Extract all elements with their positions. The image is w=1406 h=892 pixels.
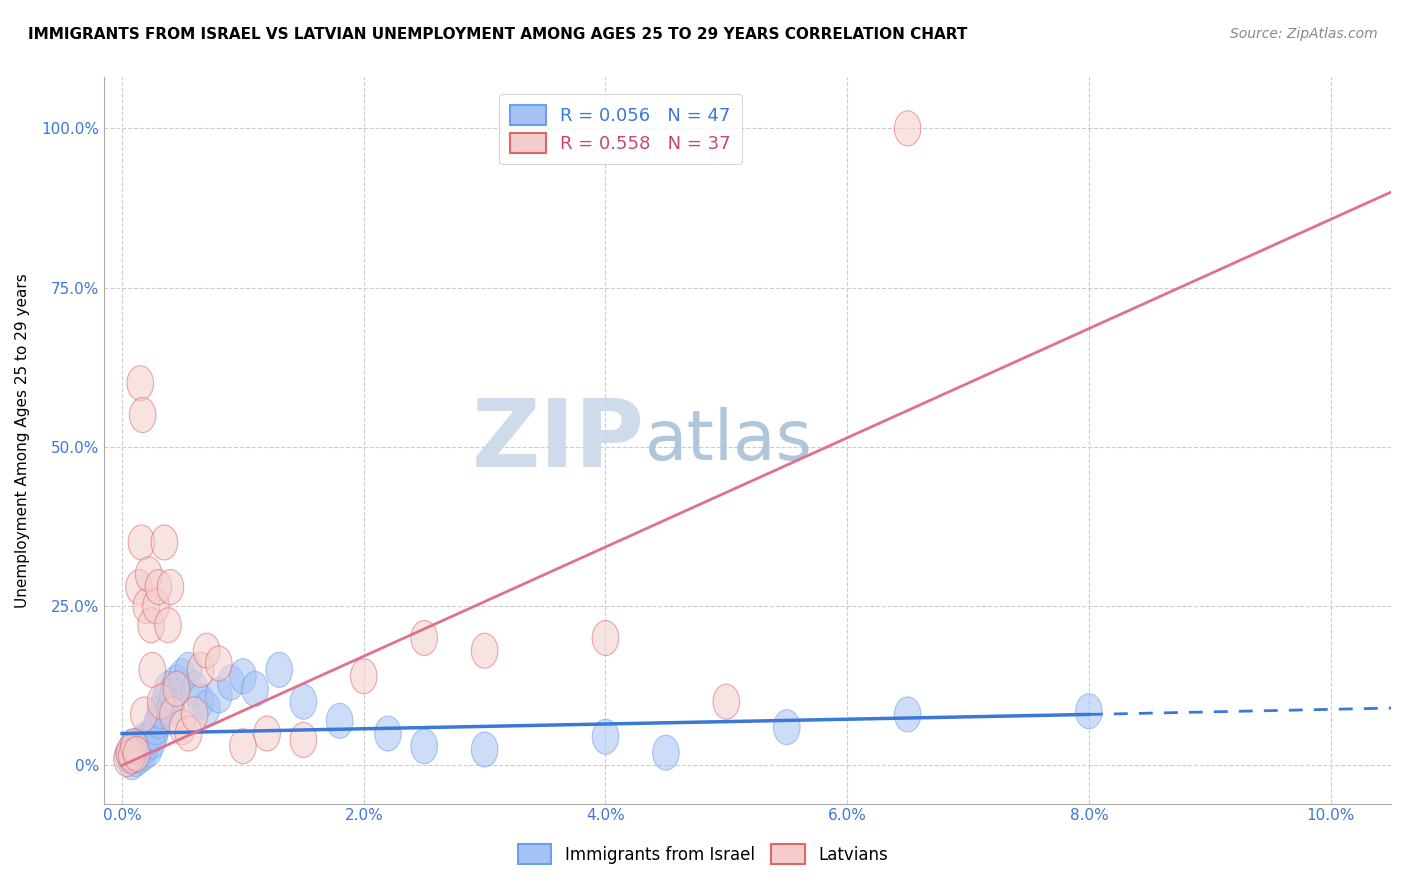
Ellipse shape	[138, 607, 165, 643]
Ellipse shape	[142, 716, 169, 751]
Ellipse shape	[117, 735, 142, 770]
Ellipse shape	[229, 729, 256, 764]
Ellipse shape	[132, 723, 159, 757]
Ellipse shape	[176, 652, 202, 688]
Ellipse shape	[326, 703, 353, 739]
Ellipse shape	[142, 589, 169, 624]
Y-axis label: Unemployment Among Ages 25 to 29 years: Unemployment Among Ages 25 to 29 years	[15, 273, 30, 608]
Ellipse shape	[125, 734, 150, 769]
Ellipse shape	[150, 684, 177, 719]
Ellipse shape	[139, 652, 166, 688]
Ellipse shape	[145, 569, 172, 605]
Ellipse shape	[118, 745, 145, 780]
Ellipse shape	[181, 672, 208, 706]
Ellipse shape	[205, 646, 232, 681]
Ellipse shape	[121, 732, 148, 767]
Legend: R = 0.056   N = 47, R = 0.558   N = 37: R = 0.056 N = 47, R = 0.558 N = 37	[499, 94, 742, 164]
Ellipse shape	[117, 735, 143, 770]
Ellipse shape	[134, 728, 159, 763]
Text: IMMIGRANTS FROM ISRAEL VS LATVIAN UNEMPLOYMENT AMONG AGES 25 TO 29 YEARS CORRELA: IMMIGRANTS FROM ISRAEL VS LATVIAN UNEMPL…	[28, 27, 967, 42]
Ellipse shape	[254, 716, 280, 751]
Ellipse shape	[131, 697, 157, 732]
Ellipse shape	[205, 678, 232, 713]
Ellipse shape	[229, 658, 256, 694]
Ellipse shape	[118, 739, 145, 773]
Ellipse shape	[131, 735, 157, 770]
Ellipse shape	[150, 524, 177, 560]
Text: atlas: atlas	[644, 407, 813, 474]
Ellipse shape	[124, 737, 150, 772]
Ellipse shape	[1076, 694, 1102, 729]
Ellipse shape	[592, 719, 619, 755]
Ellipse shape	[471, 732, 498, 767]
Ellipse shape	[122, 741, 149, 777]
Ellipse shape	[592, 621, 619, 656]
Ellipse shape	[124, 737, 150, 772]
Ellipse shape	[894, 697, 921, 732]
Ellipse shape	[114, 741, 141, 777]
Ellipse shape	[157, 690, 184, 725]
Ellipse shape	[187, 684, 214, 719]
Ellipse shape	[115, 739, 142, 773]
Legend: Immigrants from Israel, Latvians: Immigrants from Israel, Latvians	[512, 838, 894, 871]
Ellipse shape	[163, 665, 190, 700]
Ellipse shape	[129, 725, 156, 761]
Ellipse shape	[176, 716, 202, 751]
Ellipse shape	[411, 729, 437, 764]
Ellipse shape	[159, 697, 186, 732]
Ellipse shape	[266, 652, 292, 688]
Ellipse shape	[121, 729, 148, 764]
Ellipse shape	[155, 672, 181, 706]
Ellipse shape	[471, 633, 498, 668]
Ellipse shape	[125, 569, 152, 605]
Ellipse shape	[652, 735, 679, 770]
Ellipse shape	[148, 684, 174, 719]
Ellipse shape	[157, 569, 184, 605]
Ellipse shape	[713, 684, 740, 719]
Ellipse shape	[290, 684, 316, 719]
Ellipse shape	[169, 658, 195, 694]
Ellipse shape	[125, 729, 152, 764]
Ellipse shape	[120, 729, 146, 764]
Ellipse shape	[350, 658, 377, 694]
Ellipse shape	[155, 607, 181, 643]
Text: ZIP: ZIP	[471, 394, 644, 486]
Ellipse shape	[128, 730, 155, 765]
Ellipse shape	[218, 665, 245, 700]
Ellipse shape	[290, 723, 316, 757]
Ellipse shape	[129, 398, 156, 433]
Ellipse shape	[145, 703, 172, 739]
Ellipse shape	[135, 557, 162, 591]
Ellipse shape	[134, 589, 159, 624]
Ellipse shape	[242, 672, 269, 706]
Ellipse shape	[187, 652, 214, 688]
Ellipse shape	[163, 672, 190, 706]
Ellipse shape	[194, 633, 219, 668]
Ellipse shape	[127, 366, 153, 401]
Ellipse shape	[374, 716, 401, 751]
Ellipse shape	[128, 524, 155, 560]
Ellipse shape	[127, 739, 153, 773]
Ellipse shape	[148, 694, 174, 729]
Ellipse shape	[181, 697, 208, 732]
Ellipse shape	[135, 732, 162, 767]
Ellipse shape	[139, 723, 166, 759]
Ellipse shape	[142, 710, 169, 745]
Ellipse shape	[138, 719, 165, 755]
Ellipse shape	[159, 678, 186, 713]
Ellipse shape	[169, 710, 195, 745]
Ellipse shape	[773, 710, 800, 745]
Ellipse shape	[194, 690, 219, 725]
Ellipse shape	[411, 621, 437, 656]
Text: Source: ZipAtlas.com: Source: ZipAtlas.com	[1230, 27, 1378, 41]
Ellipse shape	[894, 111, 921, 146]
